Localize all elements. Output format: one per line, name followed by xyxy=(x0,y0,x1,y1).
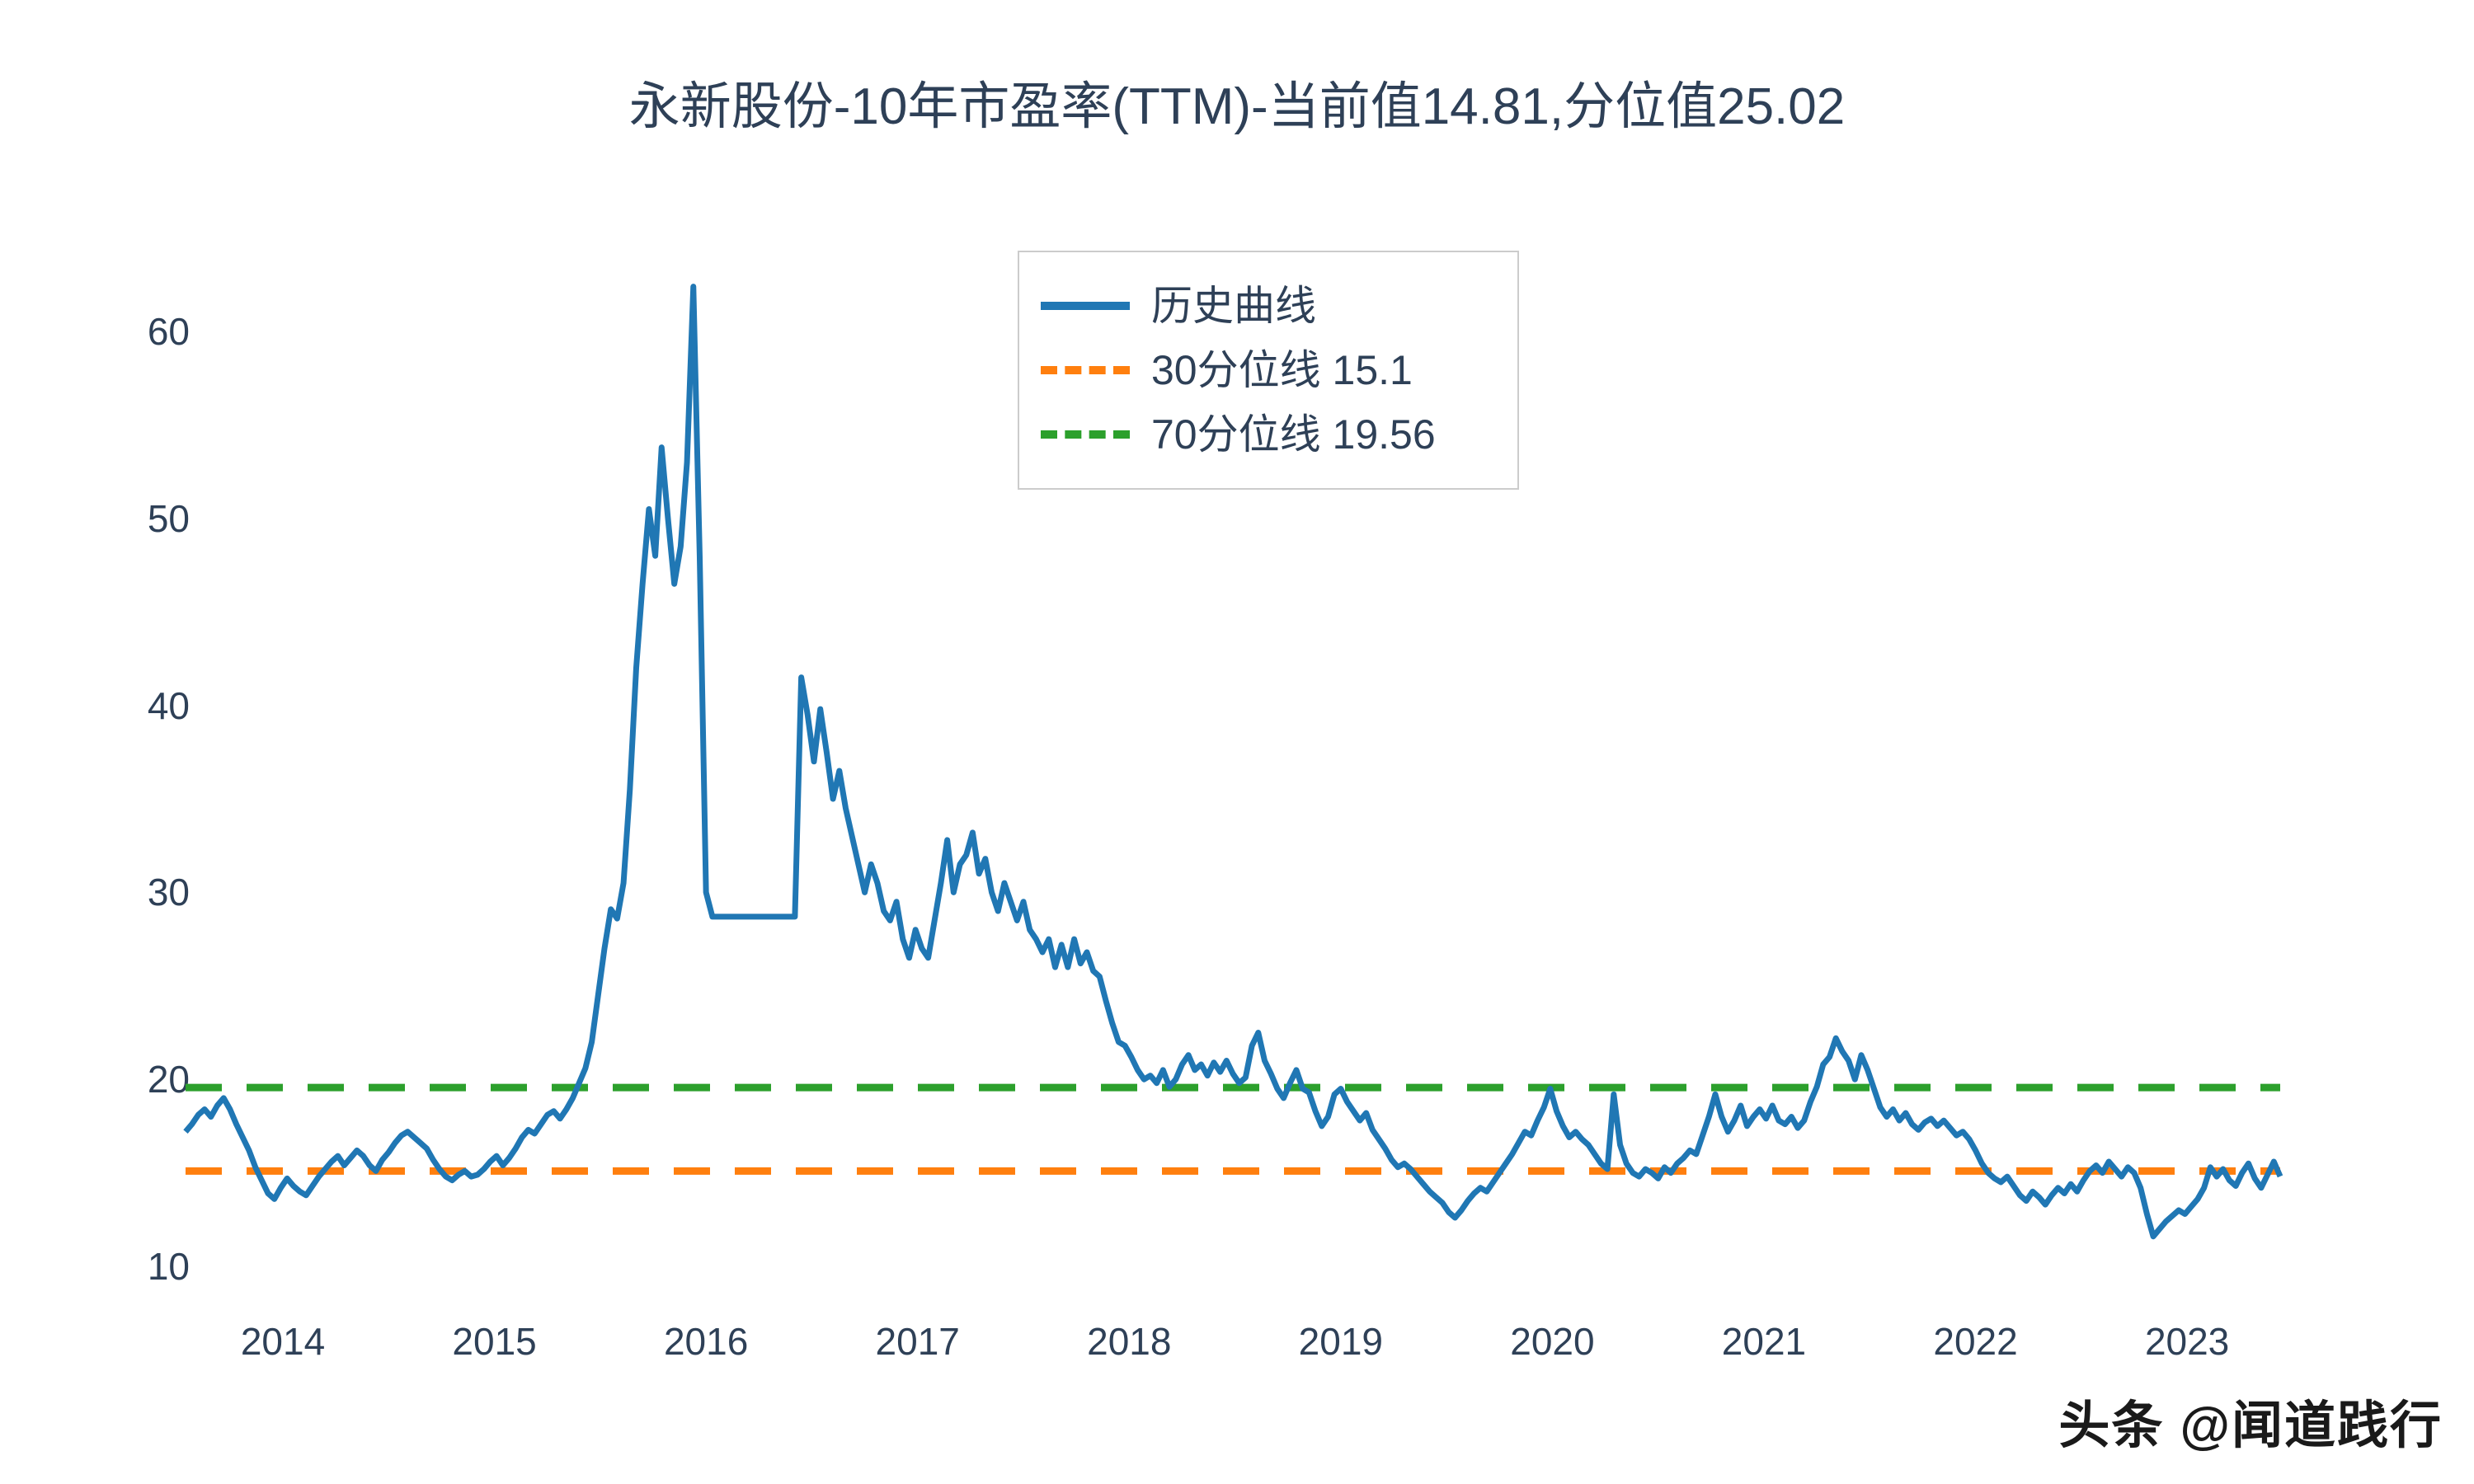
y-tick-label: 50 xyxy=(147,496,190,540)
legend-item-p70[interactable]: 70分位线 19.56 xyxy=(1041,402,1493,467)
chart-title: 永新股份-10年市盈率(TTM)-当前值14.81,分位值25.02 xyxy=(628,78,1846,135)
y-tick-label: 40 xyxy=(147,683,190,727)
history-curve xyxy=(183,284,2284,1240)
legend-item-history[interactable]: 历史曲线 xyxy=(1041,274,1493,338)
legend-item-p30[interactable]: 30分位线 15.1 xyxy=(1041,338,1493,402)
y-tick-label: 20 xyxy=(147,1058,190,1101)
x-tick-label: 2021 xyxy=(1721,1320,1807,1363)
y-axis: 60 50 40 30 20 10 xyxy=(99,0,190,1484)
x-tick-label: 2020 xyxy=(1510,1320,1595,1363)
x-tick-label: 2018 xyxy=(1087,1320,1172,1363)
watermark: 头条 @闻道践行 xyxy=(2058,1397,2443,1454)
x-tick-label: 2016 xyxy=(663,1320,749,1363)
x-tick-label: 2022 xyxy=(1933,1320,2018,1363)
legend-label-p70: 70分位线 19.56 xyxy=(1151,411,1436,458)
x-tick-label: 2023 xyxy=(2144,1320,2230,1363)
plot-svg xyxy=(183,284,2284,1240)
x-tick-label: 2015 xyxy=(452,1320,537,1363)
legend: 历史曲线 30分位线 15.1 70分位线 19.56 xyxy=(1018,251,1519,490)
y-tick-label: 60 xyxy=(147,310,190,354)
legend-label-p30: 30分位线 15.1 xyxy=(1151,347,1413,393)
plot-area xyxy=(183,247,2284,1294)
x-tick-label: 2017 xyxy=(875,1320,960,1363)
x-tick-label: 2019 xyxy=(1298,1320,1384,1363)
y-tick-label: 10 xyxy=(147,1244,190,1288)
y-tick-label: 30 xyxy=(147,871,190,914)
legend-label-history: 历史曲线 xyxy=(1151,283,1316,329)
x-tick-label: 2014 xyxy=(240,1320,326,1363)
